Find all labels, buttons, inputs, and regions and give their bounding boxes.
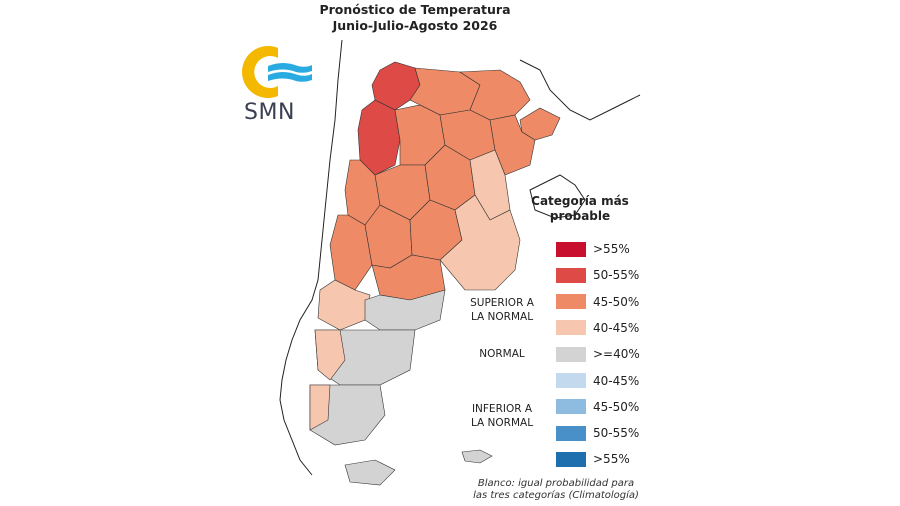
uruguay-outline	[529, 174, 586, 219]
region-malvinas	[461, 449, 493, 464]
title-line-1: Pronóstico de Temperatura	[319, 2, 511, 17]
legend-title: Categoría más probable	[520, 194, 640, 224]
legend-item: 45-50%	[556, 294, 639, 310]
legend-item: 50-55%	[556, 267, 639, 283]
legend-swatch	[556, 373, 586, 388]
legend-label: 50-55%	[593, 426, 640, 441]
legend-item: 50-55%	[556, 425, 639, 441]
legend-label: 45-50%	[593, 399, 640, 414]
legend-swatch	[556, 399, 586, 415]
logo-text: SMN	[244, 100, 295, 125]
footnote-line-1: Blanco: igual probabilidad para	[477, 478, 635, 489]
legend-swatch	[556, 425, 586, 441]
region-tierra-del-fuego	[344, 459, 396, 486]
legend-swatch	[556, 241, 586, 257]
legend-swatch	[556, 294, 586, 310]
legend-label: 40-45%	[593, 373, 640, 388]
legend-group-superior: SUPERIOR A LA NORMAL	[452, 296, 552, 324]
smn-logo: SMN	[238, 42, 318, 138]
group-inferior-line-2: LA NORMAL	[470, 417, 534, 429]
legend-label: >55%	[593, 242, 630, 256]
chile-coastline	[279, 39, 343, 476]
footnote-line-2: las tres categorías (Climatología)	[473, 490, 639, 501]
group-normal-label: NORMAL	[479, 348, 525, 360]
legend-swatch	[556, 320, 586, 336]
legend-item: >55%	[556, 241, 630, 257]
legend-group-inferior: INFERIOR A LA NORMAL	[452, 402, 552, 430]
legend-group-normal: NORMAL	[452, 347, 552, 361]
group-superior-line-2: LA NORMAL	[470, 311, 534, 323]
legend-swatch	[556, 267, 586, 283]
group-inferior-line-1: INFERIOR A	[471, 403, 533, 415]
group-superior-line-1: SUPERIOR A	[470, 297, 534, 309]
legend-label: 50-55%	[593, 268, 640, 283]
region-west-andes-1	[357, 99, 401, 176]
legend-item: >=40%	[556, 346, 640, 362]
map-title: Pronóstico de Temperatura Junio-Julio-Ag…	[300, 2, 530, 34]
legend-item: 45-50%	[556, 399, 639, 415]
legend-item: >55%	[556, 451, 630, 467]
logo-wave-2-icon	[268, 72, 312, 82]
legend-label: 40-45%	[593, 320, 640, 335]
logo-wave-1-icon	[268, 63, 312, 73]
legend-item: 40-45%	[556, 373, 639, 389]
region-santa-cruz-west	[309, 384, 331, 431]
region-rio-negro	[364, 289, 446, 331]
smn-logo-emblem	[242, 46, 312, 98]
title-line-2: Junio-Julio-Agosto 2026	[332, 18, 498, 33]
region-mendoza	[329, 214, 373, 291]
logo-sun-icon	[242, 46, 278, 98]
legend-label: 45-50%	[593, 294, 640, 309]
region-chubut-west	[314, 329, 346, 381]
legend-swatch	[556, 451, 586, 467]
region-buenos-aires	[439, 194, 521, 291]
region-neuquen	[317, 279, 371, 331]
legend-label: >55%	[593, 452, 630, 467]
footnote: Blanco: igual probabilidad para las tres…	[456, 478, 656, 502]
brazil-outline	[519, 59, 641, 121]
legend-label: >=40%	[593, 347, 640, 362]
legend-swatch	[556, 346, 586, 362]
legend-title-line-1: Categoría más	[531, 194, 629, 208]
legend-item: 40-45%	[556, 320, 639, 336]
legend-title-line-2: probable	[549, 209, 611, 223]
